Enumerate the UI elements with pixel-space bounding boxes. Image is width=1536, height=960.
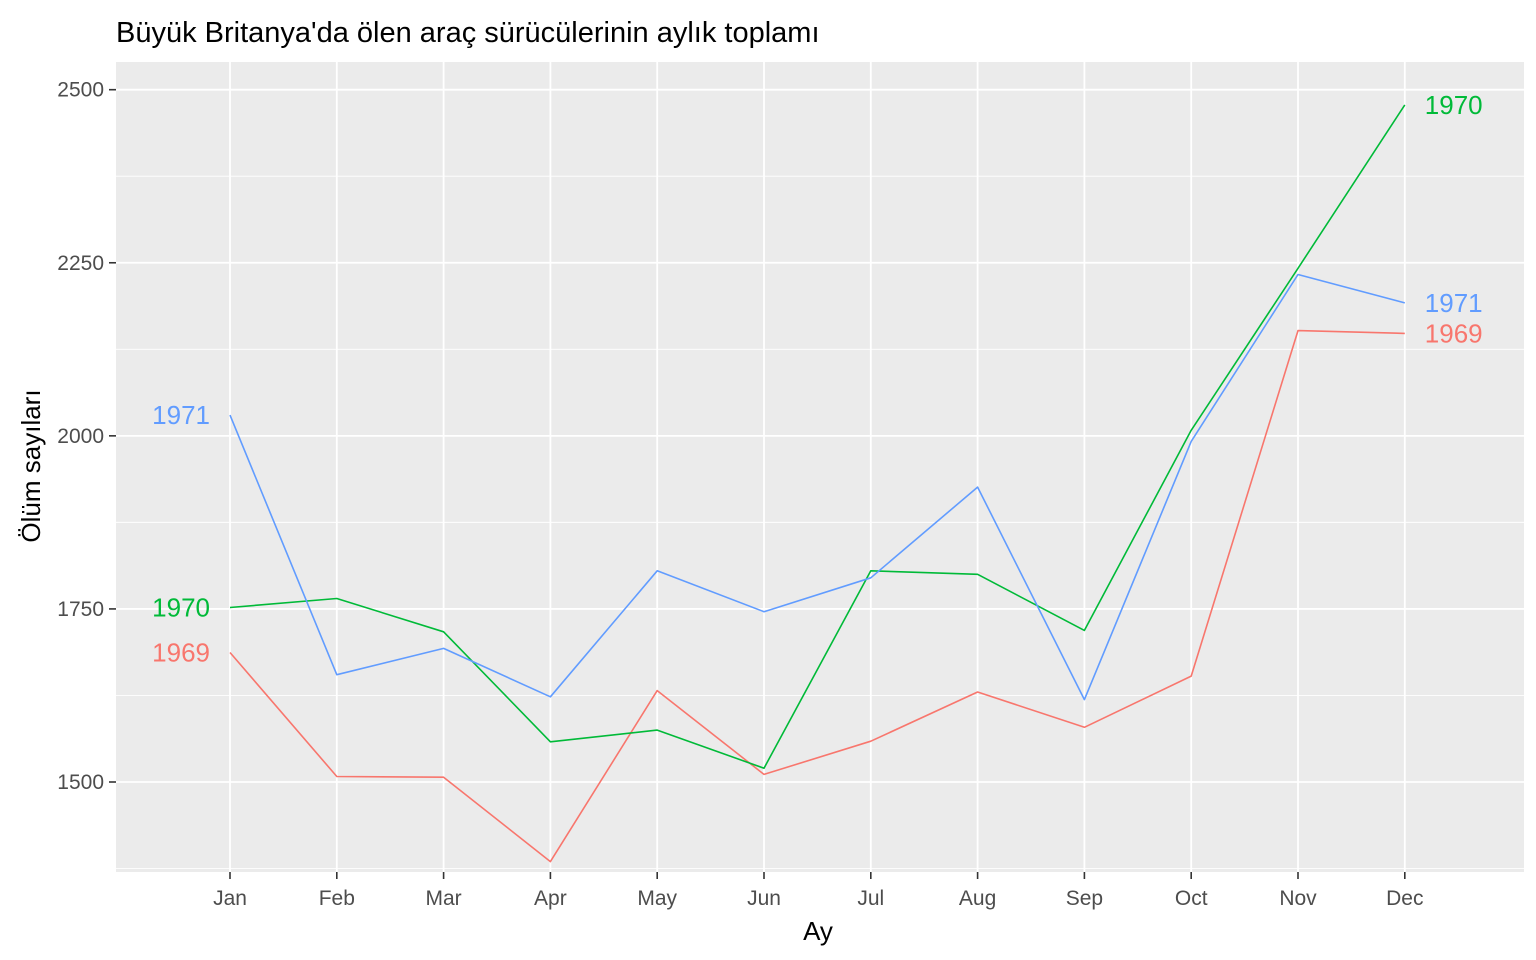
x-tick-label: Jan: [213, 887, 247, 910]
series-line-1969: [229, 329, 1405, 863]
series-label-start-1971: 1971: [152, 400, 210, 430]
x-tick-label: Feb: [319, 887, 355, 910]
series-line-1971: [229, 273, 1406, 701]
x-tick-label: Apr: [534, 887, 567, 910]
x-tick-label: Nov: [1279, 887, 1317, 910]
gridlines: [116, 62, 1524, 872]
x-tick-label: Aug: [959, 887, 996, 910]
series-label-start-1970: 1970: [152, 593, 210, 623]
series-labels: 1969 1969 1970 1970 1971 1971: [152, 90, 1482, 668]
plot-panel: [116, 62, 1524, 872]
series-line-1970: [229, 104, 1406, 770]
y-tick-label: 1750: [57, 598, 104, 621]
y-tick-label: 2500: [57, 79, 104, 102]
x-tick-label: Jun: [747, 887, 781, 910]
x-tick-label: Oct: [1175, 887, 1208, 910]
series-lines: [229, 104, 1406, 863]
series-label-end-1971: 1971: [1425, 288, 1483, 318]
x-tick-label: Mar: [426, 887, 462, 910]
series-label-start-1969: 1969: [152, 638, 210, 668]
y-axis: 1500 1750 2000 2250 2500: [57, 79, 116, 794]
x-tick-label: Sep: [1066, 887, 1103, 910]
x-tick-label: Dec: [1386, 887, 1423, 910]
x-axis: Jan Feb Mar Apr May Jun Jul Aug Sep Oct Nov Dec: [213, 872, 1423, 910]
chart-title: Büyük Britanya'da ölen araç sürücülerini…: [116, 17, 820, 49]
x-tick-label: May: [637, 887, 677, 910]
y-tick-label: 2250: [57, 252, 104, 275]
x-axis-title: Ay: [803, 916, 833, 946]
y-tick-label: 2000: [57, 425, 104, 448]
panel-background: [116, 62, 1524, 872]
x-tick-label: Jul: [857, 887, 884, 910]
series-label-end-1969: 1969: [1425, 318, 1483, 348]
y-tick-label: 1500: [57, 771, 104, 794]
y-axis-title: Ölüm sayıları: [16, 389, 46, 542]
series-label-end-1970: 1970: [1425, 90, 1483, 120]
